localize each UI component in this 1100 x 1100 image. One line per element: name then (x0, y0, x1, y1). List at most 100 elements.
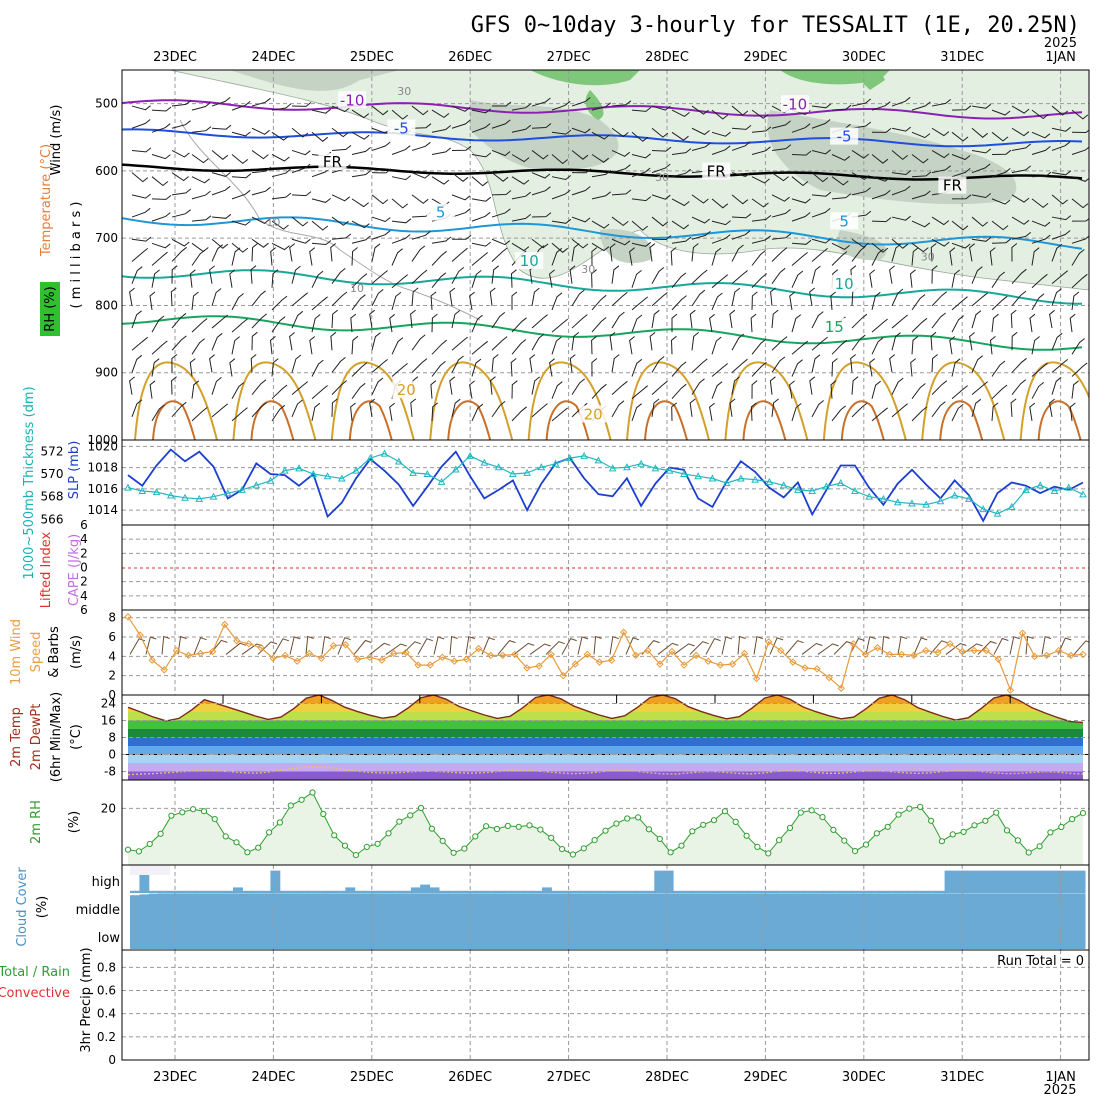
thickness-point (295, 464, 303, 472)
thickness-point (366, 454, 375, 462)
cloud-bar-high (373, 890, 384, 893)
cloud-bar-middle (420, 893, 431, 921)
cloud-bar-low (1047, 921, 1058, 949)
wind-barb (131, 207, 151, 218)
wind-barb (671, 313, 678, 333)
wind-speed-point (462, 655, 471, 663)
wind-barb (311, 296, 328, 311)
wind-barb (551, 175, 572, 181)
wind-barb (991, 271, 1006, 288)
ylabel-total-rain: Total / Rain (0, 965, 70, 980)
wind-barb (811, 248, 828, 262)
cloud-bar-middle (186, 893, 197, 921)
wind-barb (1031, 234, 1051, 244)
wind-barb-10m (1073, 640, 1089, 655)
rh-tick-label: 20 (101, 801, 116, 815)
wind-barb (911, 101, 931, 111)
wind-barb (511, 339, 527, 355)
thickness-point (223, 489, 232, 497)
thickness-point (1007, 502, 1016, 510)
thickness-tick-label: 566 (41, 512, 64, 526)
rh-point (157, 830, 164, 837)
wind-speed-point (680, 661, 688, 669)
wind-speed-point (414, 661, 422, 669)
wind-barb (551, 242, 569, 253)
wind-barb (571, 238, 589, 249)
wind-barb (331, 398, 338, 417)
wind-barb (209, 265, 215, 284)
rh-point (472, 833, 479, 840)
cloud-bar-middle (635, 893, 646, 921)
wind-barb (891, 403, 908, 418)
isotherm-label: -10 (340, 91, 365, 109)
wind-barb (611, 189, 632, 196)
wind-speed-point (849, 640, 858, 648)
wind-barb (351, 273, 368, 289)
wind-barb (211, 213, 232, 219)
rh-point (179, 809, 186, 816)
cloud-bar-middle (195, 893, 206, 921)
cloud-bar-high (588, 890, 599, 893)
cloud-bar-high (953, 870, 964, 893)
wind-barb-10m (833, 641, 853, 655)
cloud-bar-low (467, 921, 477, 949)
wind-barb (1071, 273, 1088, 289)
wind-barb (910, 358, 917, 377)
cloud-bar-middle (251, 893, 262, 921)
wind-barb (231, 131, 251, 137)
temp-tick-label: -8 (104, 765, 116, 779)
wind-barb-10m (417, 638, 433, 655)
cloud-bar-middle (588, 893, 599, 921)
cloud-bar-low (392, 921, 403, 949)
thickness-point (594, 456, 603, 464)
wind-barb (491, 238, 511, 246)
cloud-bar-low (1019, 921, 1030, 949)
cloud-bar-middle (279, 893, 290, 921)
wind-barb (731, 141, 751, 151)
cloud-bar-middle (1075, 893, 1086, 921)
wind-barb (1031, 247, 1040, 266)
wind-barb (410, 398, 417, 417)
wind-barb (171, 150, 190, 158)
wind-barb (649, 243, 656, 262)
temp-max-marker (613, 694, 620, 704)
cloud-bar-low (588, 921, 599, 949)
cloud-bar-high (504, 890, 515, 893)
wind-barb (351, 247, 358, 266)
wind-speed-point (1006, 686, 1015, 694)
wind-barb (411, 269, 428, 285)
wind-barb (571, 378, 586, 395)
wind-barb (671, 272, 687, 289)
wind-barb (430, 380, 437, 399)
wind-barb (651, 380, 668, 396)
date-label-top: 27DEC (547, 50, 591, 65)
wind-barb (1071, 380, 1079, 399)
wind-barb (1011, 165, 1032, 174)
rh-point (754, 843, 761, 851)
wind-barb (611, 127, 629, 138)
isotherm-25-contour (348, 400, 393, 440)
cloud-bar-high (607, 890, 618, 893)
wind-barb (651, 309, 660, 329)
wind-barb (651, 356, 665, 373)
cloud-bar-high (822, 890, 833, 893)
cloud-bar-high (1028, 870, 1039, 893)
cloud-bar-middle (336, 893, 346, 921)
wind-barb (551, 129, 572, 135)
wind-speed-point (523, 664, 531, 672)
wind-barb (311, 314, 321, 333)
wind-barb (869, 358, 876, 377)
rh-point (917, 803, 924, 811)
cloud-bar-high (317, 890, 328, 893)
temp-band (128, 729, 1083, 738)
wind-barb (491, 149, 511, 157)
wind-barb (289, 332, 295, 351)
date-label-bottom: 25DEC (350, 1070, 394, 1085)
thickness-tick-label: 572 (41, 444, 64, 458)
wind-barb (611, 216, 629, 227)
wind-speed-point (728, 660, 737, 668)
thickness-point (722, 479, 731, 487)
cloud-bar-low (925, 921, 936, 949)
cloud-bar-high (598, 890, 608, 893)
wind-barb (869, 269, 876, 288)
